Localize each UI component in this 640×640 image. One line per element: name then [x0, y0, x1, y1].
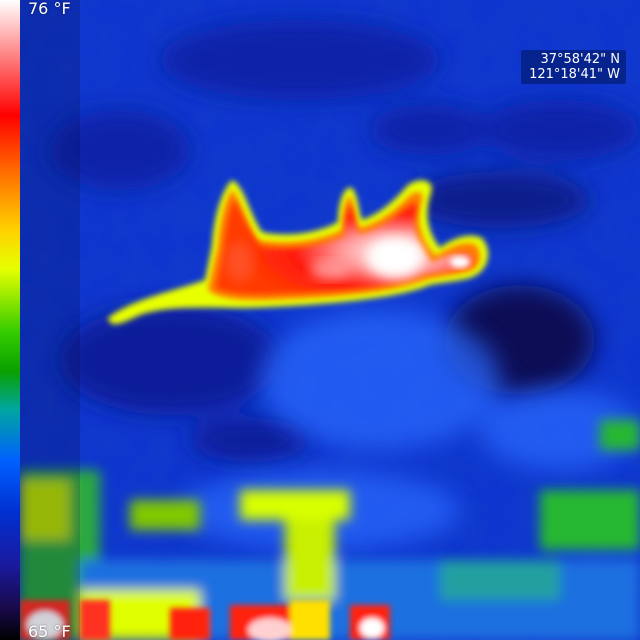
gps-readout: 37°58'42" N 121°18'41" W	[521, 50, 626, 84]
scale-max-label: 76 °F	[28, 0, 71, 18]
scale-min-label: 65 °F	[28, 622, 71, 640]
hot-spots-bottom	[20, 600, 390, 640]
gps-longitude: 121°18'41" W	[529, 67, 620, 82]
gps-latitude: 37°58'42" N	[540, 52, 620, 67]
temperature-scale-bar	[0, 0, 20, 640]
scale-shade	[20, 0, 80, 640]
animal-silhouette	[108, 180, 489, 325]
cold-patches	[50, 20, 640, 462]
